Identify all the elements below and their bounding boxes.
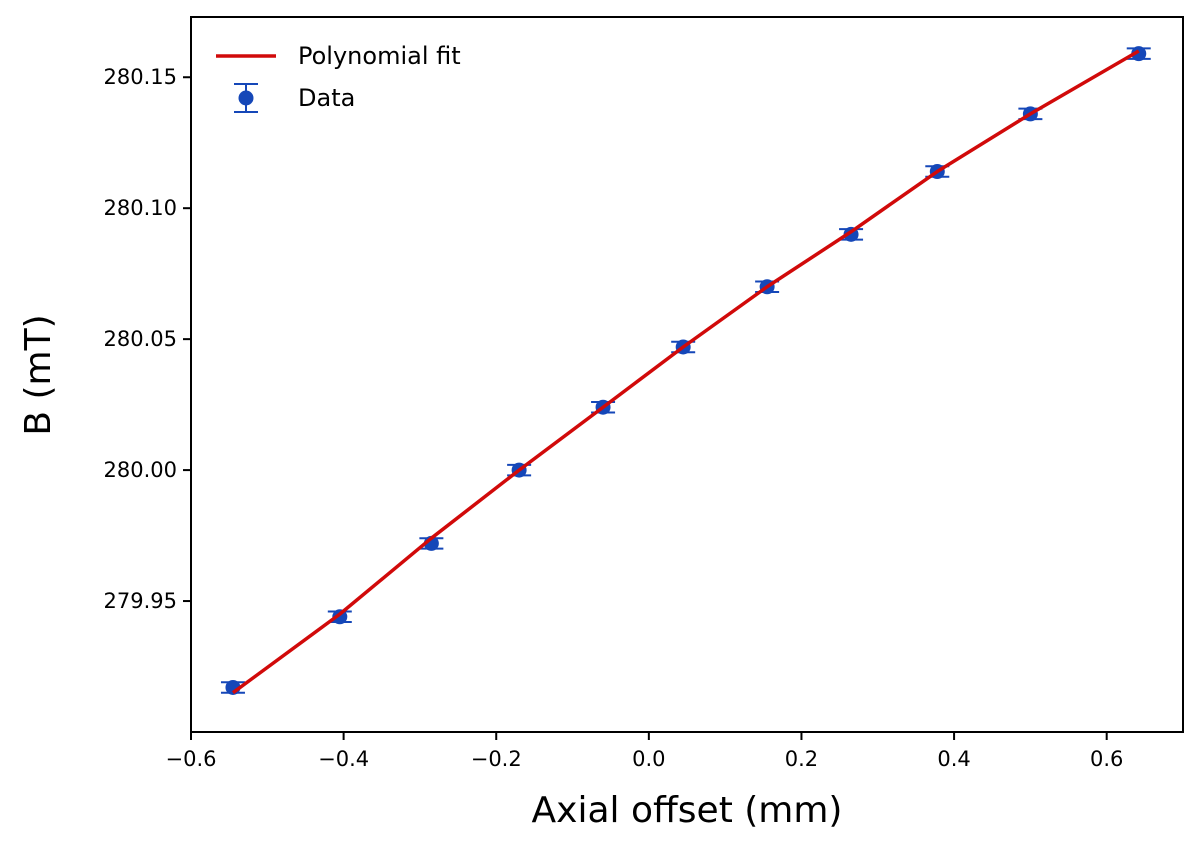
series-layer	[220, 46, 1151, 695]
data-point	[1126, 46, 1151, 62]
x-tick-label: 0.4	[937, 747, 970, 771]
y-tick-label: 280.15	[104, 65, 177, 89]
y-axis: 279.95 280.00 280.05 280.10 280.15	[104, 65, 191, 613]
x-tick-label: −0.6	[166, 747, 217, 771]
y-tick-label: 280.05	[104, 327, 177, 351]
y-tick-label: 280.10	[104, 196, 177, 220]
x-axis: −0.6 −0.4 −0.2 0.0 0.2 0.4 0.6	[166, 732, 1123, 771]
y-axis-label: B (mT)	[18, 314, 59, 435]
x-tick-label: −0.2	[471, 747, 522, 771]
y-tick-label: 280.00	[104, 458, 177, 482]
x-tick-label: −0.4	[318, 747, 369, 771]
y-tick-label: 279.95	[104, 589, 177, 613]
legend-fit-label: Polynomial fit	[298, 42, 461, 70]
fit-line	[231, 49, 1140, 695]
legend: Polynomial fit Data	[216, 42, 461, 113]
data-marker	[1131, 46, 1147, 62]
x-axis-label: Axial offset (mm)	[532, 790, 843, 831]
x-tick-label: 0.6	[1090, 747, 1123, 771]
legend-data-swatch	[234, 83, 258, 113]
plot-area	[191, 17, 1183, 732]
plot-frame	[190, 16, 1184, 733]
x-tick-label: 0.0	[632, 747, 665, 771]
x-tick-label: 0.2	[785, 747, 818, 771]
legend-data-label: Data	[298, 84, 355, 112]
